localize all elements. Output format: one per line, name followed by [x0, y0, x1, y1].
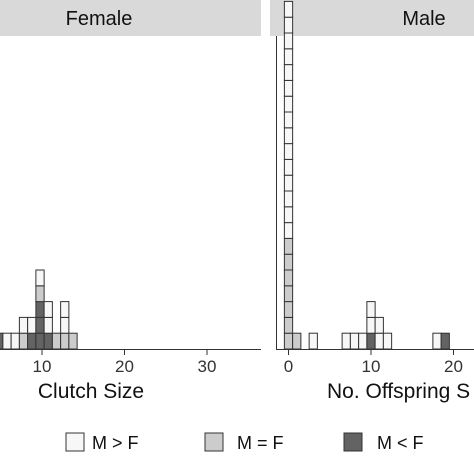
- bar-segment-mgtf: [18, 316, 29, 334]
- bar-segment-mltf: [43, 332, 53, 350]
- bar-segment-mgtf: [283, 143, 294, 160]
- bar-segment-meqf: [292, 332, 302, 350]
- strip-male-background: [270, 0, 474, 36]
- x-tick-label: 10: [362, 357, 381, 376]
- panel-male: Male 0 10 20 No. Offspring S: [270, 0, 474, 403]
- bar-segment-meqf: [283, 301, 294, 318]
- bar-segment-mgtf: [10, 332, 20, 350]
- bar-segment-mgtf: [374, 316, 384, 334]
- bar-segment-mgtf: [35, 269, 45, 287]
- legend-label-meqf: M = F: [237, 433, 284, 453]
- panel-male-bars: [283, 0, 450, 350]
- bar-segment-mgtf: [283, 158, 294, 176]
- bar-segment-meqf: [60, 332, 70, 350]
- x-tick-label: 20: [444, 357, 463, 376]
- bar-segment-meqf: [283, 253, 294, 271]
- x-tick-label: 20: [115, 357, 134, 376]
- bar-segment-mgtf: [283, 222, 294, 239]
- bar-segment-mgtf: [341, 332, 351, 350]
- bar-segment-mgtf: [60, 301, 70, 318]
- panel-male-ticks: 0 10 20: [284, 349, 463, 376]
- bar-segment-meqf: [283, 285, 294, 303]
- panel-female-ticks: 10 20 30: [33, 349, 217, 376]
- bar-segment-mgtf: [283, 79, 294, 97]
- bar-segment-mgtf: [283, 127, 294, 145]
- legend: M > F M = F M < F: [65, 432, 424, 453]
- bar-segment-meqf: [283, 316, 294, 334]
- bar-segment-mltf: [27, 332, 37, 350]
- panel-male-x-title: No. Offspring S: [327, 380, 470, 403]
- x-tick-label: 30: [198, 357, 217, 376]
- panel-female-bars: [0, 269, 78, 350]
- x-tick-label: 10: [33, 357, 52, 376]
- bar-segment-mgtf: [382, 332, 393, 350]
- bar-segment-mgtf: [283, 206, 294, 224]
- bar-segment-mgtf: [60, 316, 70, 334]
- bar-segment-mgtf: [27, 316, 37, 334]
- bar-segment-mgtf: [374, 332, 384, 350]
- bar-segment-mltf: [35, 316, 45, 334]
- legend-swatch-meqf: [204, 432, 224, 452]
- legend-swatch-mgtf: [65, 432, 85, 452]
- bar-segment-meqf: [283, 332, 294, 350]
- bar-segment-meqf: [51, 332, 62, 350]
- strip-female-label: Female: [66, 8, 133, 30]
- bar-segment-meqf: [68, 332, 78, 350]
- panel-female-x-title: Clutch Size: [38, 380, 144, 403]
- bar-segment-mltf: [35, 301, 45, 318]
- bar-segment-mgtf: [2, 332, 12, 350]
- bar-segment-mgtf: [283, 174, 294, 192]
- bar-segment-mgtf: [366, 301, 376, 318]
- panel-female: Female 10 20 30 Clutch Size: [0, 0, 261, 403]
- bar-segment-mgtf: [432, 332, 442, 350]
- bar-segment-mltf: [440, 332, 450, 350]
- bar-segment-mltf: [366, 332, 376, 350]
- bar-segment-mgtf: [283, 32, 294, 50]
- bar-segment-meqf: [283, 237, 294, 255]
- bar-segment-mgtf: [283, 48, 294, 66]
- strip-female-background: [0, 0, 261, 36]
- legend-swatch-mltf: [343, 432, 363, 452]
- bar-segment-mgtf: [283, 111, 294, 129]
- legend-label-mltf: M < F: [377, 433, 424, 453]
- bar-segment-meqf: [283, 269, 294, 287]
- bar-segment-mgtf: [349, 332, 360, 350]
- x-tick-label: 0: [284, 357, 293, 376]
- strip-male-label: Male: [402, 8, 445, 30]
- bar-segment-mgtf: [43, 301, 53, 318]
- bar-segment-mgtf: [283, 0, 294, 18]
- bar-segment-mgtf: [308, 332, 318, 350]
- legend-label-mgtf: M > F: [92, 433, 139, 453]
- bar-segment-meqf: [18, 332, 29, 350]
- bar-segment-mgtf: [283, 190, 294, 208]
- bar-segment-mgtf: [283, 16, 294, 34]
- bar-segment-mgtf: [283, 64, 294, 81]
- bar-segment-mltf: [35, 332, 45, 350]
- bar-segment-meqf: [35, 285, 45, 303]
- bar-segment-mgtf: [43, 316, 53, 334]
- bar-segment-mgtf: [358, 332, 368, 350]
- bar-segment-mgtf: [366, 316, 376, 334]
- bar-segment-mgtf: [283, 95, 294, 113]
